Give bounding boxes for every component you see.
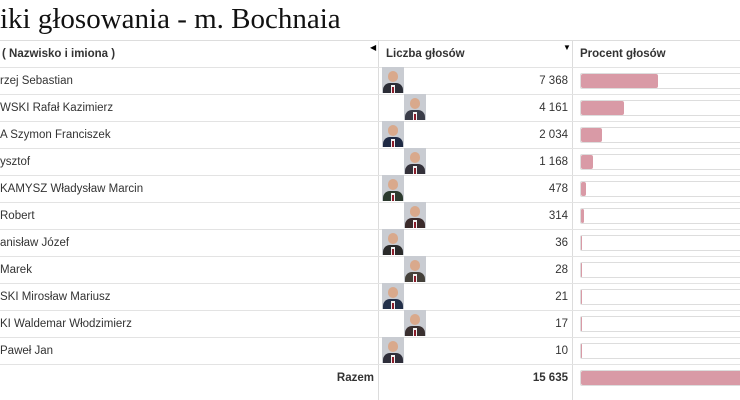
vote-count: 28 <box>555 264 568 276</box>
percent-bar <box>580 208 740 224</box>
total-label: Razem <box>336 372 374 384</box>
percent-bar <box>580 127 740 143</box>
candidate-photo <box>404 94 426 120</box>
table-row: WSKI Rafał Kazimierz 4 161 <box>0 94 740 121</box>
bar-fill <box>581 371 740 385</box>
percent-bar <box>580 181 740 197</box>
percent-bar <box>580 343 740 359</box>
table-row: ysztof 1 168 <box>0 148 740 175</box>
table-header: ( Nazwisko i imiona ) ◀ Liczba głosów ▼ … <box>0 40 740 67</box>
table-row: KI Waldemar Włodzimierz 17 <box>0 310 740 337</box>
vote-count: 36 <box>555 237 568 249</box>
candidate-photo <box>382 67 404 93</box>
candidate-name: KI Waldemar Włodzimierz <box>0 318 132 330</box>
candidate-name: A Szymon Franciszek <box>0 129 111 141</box>
candidate-photo <box>382 175 404 201</box>
percent-bar <box>580 262 740 278</box>
column-divider <box>572 40 573 400</box>
results-table: ( Nazwisko i imiona ) ◀ Liczba głosów ▼ … <box>0 40 740 391</box>
total-row: Razem 15 635 <box>0 364 740 391</box>
candidate-name: ysztof <box>0 156 31 168</box>
vote-count: 4 161 <box>539 102 568 114</box>
percent-bar <box>580 289 740 305</box>
bar-fill <box>581 209 585 223</box>
candidate-photo <box>404 148 426 174</box>
percent-bar <box>580 316 740 332</box>
vote-count: 1 168 <box>539 156 568 168</box>
candidate-name: rzej Sebastian <box>0 75 73 87</box>
candidate-name: Marek <box>0 264 32 276</box>
sort-arrow-icon[interactable]: ▼ <box>563 43 571 52</box>
sort-arrow-icon[interactable]: ◀ <box>370 43 377 52</box>
vote-count: 10 <box>555 345 568 357</box>
bar-fill <box>581 182 587 196</box>
page-title: iki głosowania - m. Bochnaia <box>0 3 341 35</box>
candidate-photo <box>382 121 404 147</box>
candidate-name: WSKI Rafał Kazimierz <box>0 102 114 114</box>
table-row: KAMYSZ Władysław Marcin 478 <box>0 175 740 202</box>
candidate-name: KAMYSZ Władysław Marcin <box>0 183 144 195</box>
candidate-name: Paweł Jan <box>0 345 54 357</box>
total-votes: 15 635 <box>532 372 568 384</box>
table-row: anisław Józef 36 <box>0 229 740 256</box>
percent-bar <box>580 73 740 89</box>
bar-fill <box>581 128 603 142</box>
candidate-photo <box>404 310 426 336</box>
candidate-name: anisław Józef <box>0 237 70 249</box>
vote-count: 7 368 <box>539 75 568 87</box>
header-name[interactable]: ( Nazwisko i imiona ) <box>2 48 116 60</box>
total-percent-bar <box>580 370 740 386</box>
vote-count: 478 <box>548 183 568 195</box>
candidate-photo <box>382 283 404 309</box>
candidate-name: Robert <box>0 210 35 222</box>
candidate-photo <box>404 202 426 228</box>
bar-fill <box>581 101 625 115</box>
candidate-photo <box>382 337 404 363</box>
candidate-photo <box>382 229 404 255</box>
column-divider <box>378 40 379 400</box>
table-row: rzej Sebastian 7 368 <box>0 67 740 94</box>
candidate-name: SKI Mirosław Mariusz <box>0 291 111 303</box>
header-votes[interactable]: Liczba głosów <box>386 48 465 60</box>
table-row: SKI Mirosław Mariusz 21 <box>0 283 740 310</box>
percent-bar <box>580 235 740 251</box>
bar-fill <box>581 74 658 88</box>
vote-count: 21 <box>555 291 568 303</box>
percent-bar <box>580 100 740 116</box>
table-row: Paweł Jan 10 <box>0 337 740 364</box>
vote-count: 17 <box>555 318 568 330</box>
bar-fill <box>581 155 594 169</box>
header-percent[interactable]: Procent głosów <box>580 48 666 60</box>
table-row: A Szymon Franciszek 2 034 <box>0 121 740 148</box>
candidate-photo <box>404 256 426 282</box>
percent-bar <box>580 154 740 170</box>
vote-count: 314 <box>548 210 568 222</box>
vote-count: 2 034 <box>539 129 568 141</box>
table-row: Marek 28 <box>0 256 740 283</box>
table-row: Robert 314 <box>0 202 740 229</box>
